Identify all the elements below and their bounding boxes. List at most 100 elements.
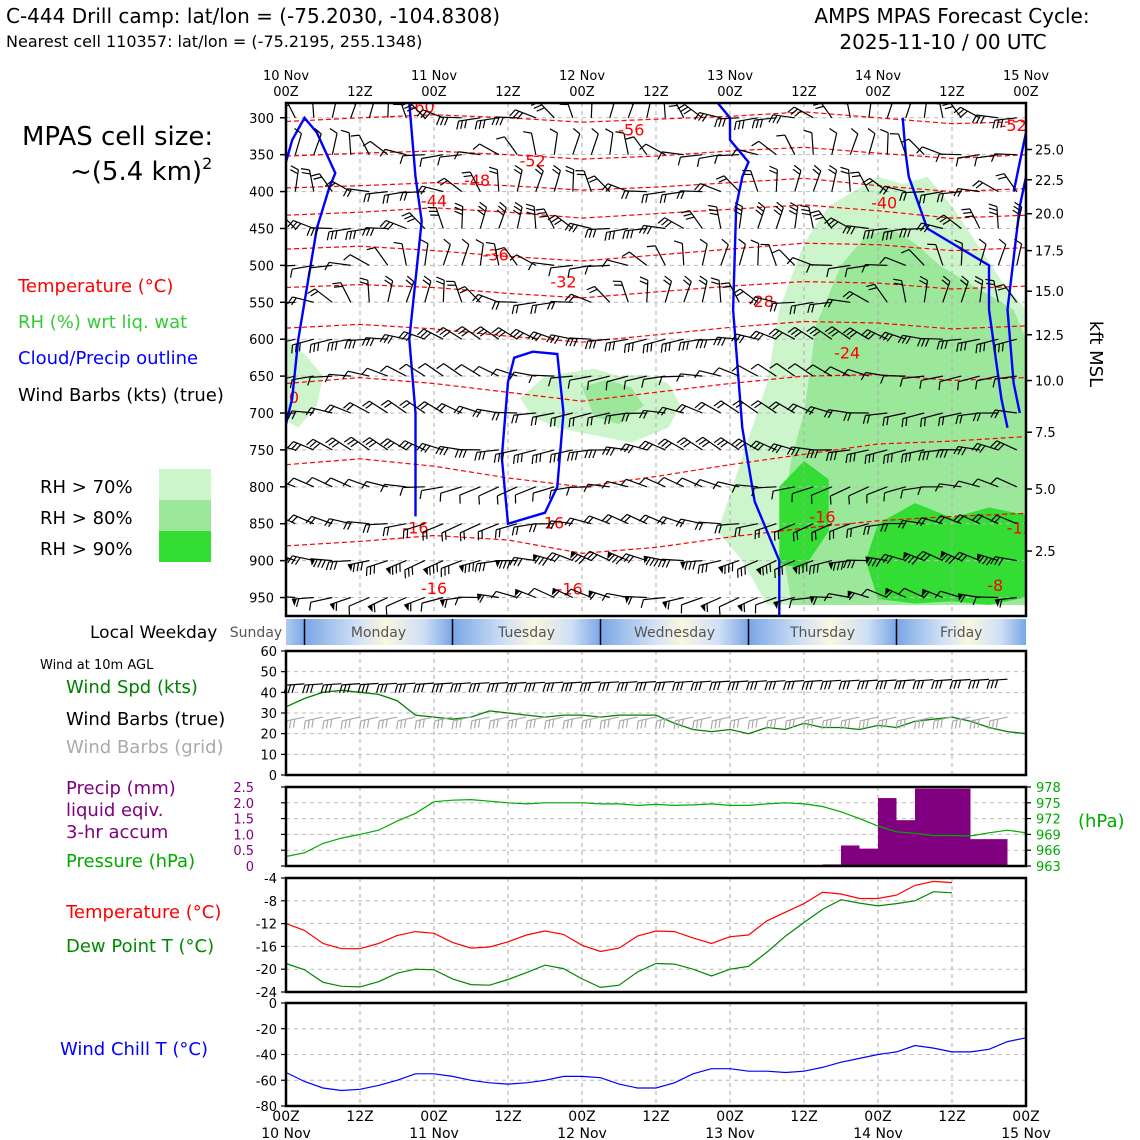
barb-shaft <box>286 478 296 488</box>
weekday-label: Local Weekday <box>90 623 217 643</box>
upper-wind-barb <box>663 275 673 303</box>
barb-feather <box>353 230 357 240</box>
barb-shaft <box>934 716 953 722</box>
barb-shaft <box>435 207 444 229</box>
weekday-band <box>452 619 601 645</box>
barb-shaft <box>379 716 398 722</box>
barb-feather <box>727 682 732 691</box>
barb-shaft <box>656 716 675 722</box>
upper-wind-barb <box>286 552 296 566</box>
upper-wind-barb <box>436 327 463 340</box>
barb-feather <box>575 170 585 172</box>
barb-feather <box>334 341 338 351</box>
barb-feather <box>444 531 447 540</box>
upper-wind-barb <box>754 596 777 614</box>
barb-shaft <box>360 682 379 686</box>
barb-shaft <box>504 136 518 156</box>
barb-feather <box>476 683 481 692</box>
barb-feather <box>994 410 1000 419</box>
barb-feather <box>802 564 804 573</box>
barb-feather <box>461 330 470 337</box>
barb-shaft <box>534 587 555 599</box>
upper-wind-barb <box>401 103 426 119</box>
barb-feather <box>488 720 491 730</box>
precip-bar <box>933 788 952 866</box>
barb-shaft <box>545 716 564 722</box>
barb-shaft <box>989 716 1008 722</box>
upper-wind-barb <box>307 375 333 386</box>
barb-feather <box>768 681 773 691</box>
barb-shaft <box>730 680 749 683</box>
upper-wind-barb <box>286 412 296 415</box>
upper-wind-barb <box>511 523 536 536</box>
barb-feather <box>574 451 578 461</box>
barb-feather <box>722 118 726 127</box>
upper-wind-barb <box>860 371 888 381</box>
upper-wind-barb <box>477 523 500 541</box>
barb-shaft <box>735 484 758 488</box>
barb-feather <box>734 202 743 208</box>
barb-shaft <box>923 103 928 118</box>
barb-feather <box>454 206 463 212</box>
upper-wind-barb <box>916 550 944 562</box>
barb-shaft <box>471 682 490 685</box>
barb-feather <box>953 680 958 689</box>
barb-feather <box>328 439 337 446</box>
barb-feather <box>472 408 478 417</box>
barb-feather <box>1001 342 1004 352</box>
barb-feather <box>589 178 598 183</box>
barb-feather <box>750 681 754 691</box>
barb-shaft <box>758 140 777 156</box>
barb-feather <box>990 680 995 689</box>
upper-wind-barb <box>511 301 536 315</box>
barb-feather <box>417 683 421 693</box>
barb-feather <box>586 417 589 427</box>
barb-feather <box>772 330 780 337</box>
barb-feather <box>561 683 565 692</box>
barb-feather <box>641 379 645 388</box>
barb-shaft <box>461 364 481 377</box>
barb-feather <box>550 335 556 344</box>
upper-wind-barb <box>840 166 851 192</box>
barb-feather <box>635 682 639 692</box>
barb-shaft <box>384 148 407 156</box>
upper-wind-barb <box>974 275 984 303</box>
upper-wind-barb <box>491 301 518 310</box>
barb-feather <box>905 336 912 345</box>
upper-wind-barb <box>286 338 296 345</box>
barb-shaft <box>384 483 407 488</box>
upper-wind-barb <box>639 276 649 303</box>
barb-feather <box>735 681 740 691</box>
barb-shaft <box>305 683 324 686</box>
true-wind-barb <box>413 682 435 693</box>
barb-feather <box>623 515 631 523</box>
barb-feather <box>298 342 301 352</box>
upper-wind-barb <box>525 203 537 229</box>
barb-feather <box>974 157 978 167</box>
barb-feather <box>441 532 444 542</box>
barb-feather <box>997 176 1007 180</box>
bottom-day-label: 14 Nov <box>853 1126 903 1140</box>
true-wind-barb <box>986 678 1008 689</box>
barb-feather <box>302 684 306 694</box>
true-wind-barb <box>857 679 879 690</box>
upper-wind-barb <box>286 301 296 304</box>
true-wind-barb <box>653 680 675 692</box>
barb-shaft <box>723 175 740 193</box>
barb-feather <box>405 279 413 286</box>
barb-feather <box>957 680 962 689</box>
upper-wind-barb <box>718 596 740 616</box>
barb-feather <box>796 531 799 540</box>
barb-feather <box>972 412 977 422</box>
upper-wind-barb <box>879 256 907 266</box>
upper-wind-barb <box>385 560 407 575</box>
bottom-hour-label: 12Z <box>938 1109 965 1125</box>
barb-feather <box>405 333 413 342</box>
barb-flag <box>514 589 520 597</box>
upper-wind-barb <box>588 590 610 601</box>
barb-feather <box>478 451 482 461</box>
barb-feather <box>920 680 925 689</box>
barb-feather <box>288 719 292 729</box>
upper-wind-barb <box>971 114 999 124</box>
barb-feather <box>731 681 736 691</box>
